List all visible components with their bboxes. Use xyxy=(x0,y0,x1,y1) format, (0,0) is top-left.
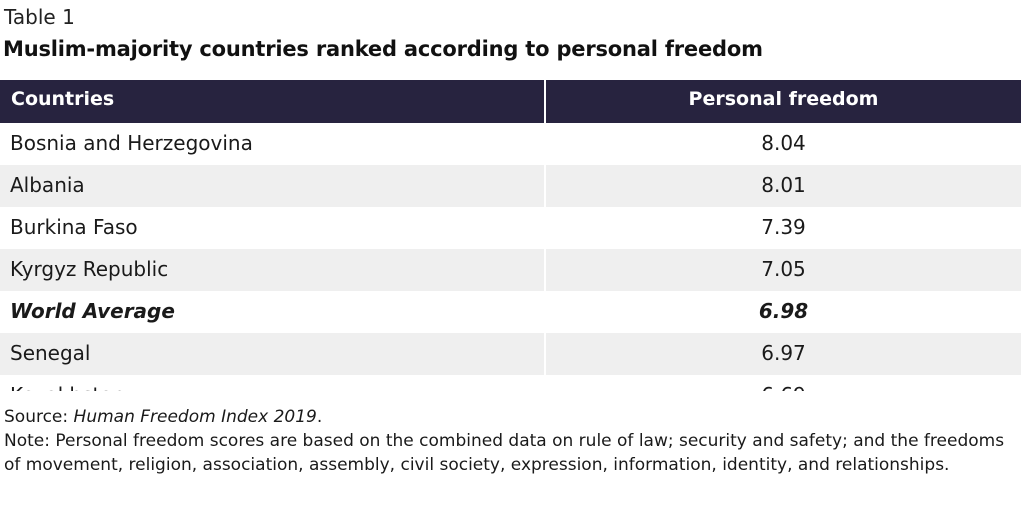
score-cell: 8.01 xyxy=(761,173,806,197)
country-cell: Kazakhstan xyxy=(10,383,125,391)
column-divider xyxy=(544,80,546,123)
country-cell: Senegal xyxy=(10,341,91,365)
source-prefix: Source: xyxy=(4,407,74,427)
column-divider xyxy=(544,291,546,333)
table-row: Kazakhstan 6.69 xyxy=(0,375,1021,391)
column-divider xyxy=(544,165,546,207)
table-row: Bosnia and Herzegovina 8.04 xyxy=(0,123,1021,165)
source-name: Human Freedom Index 2019 xyxy=(73,407,317,427)
country-cell: Albania xyxy=(10,173,85,197)
table-row: Kyrgyz Republic 7.05 xyxy=(0,249,1021,291)
note-text: Note: Personal freedom scores are based … xyxy=(4,431,1005,475)
column-divider xyxy=(544,207,546,249)
country-cell: Burkina Faso xyxy=(10,215,138,239)
score-cell: 8.04 xyxy=(761,131,806,155)
column-header-personal-freedom: Personal freedom xyxy=(688,88,879,110)
table-footnotes: Source: Human Freedom Index 2019. Note: … xyxy=(4,405,1014,477)
column-divider xyxy=(544,249,546,291)
table-row: Albania 8.01 xyxy=(0,165,1021,207)
country-cell: World Average xyxy=(10,299,175,323)
source-suffix: . xyxy=(316,407,323,427)
country-cell: Bosnia and Herzegovina xyxy=(10,131,253,155)
column-divider xyxy=(544,375,546,391)
table-title: Muslim-majority countries ranked accordi… xyxy=(3,37,763,61)
score-cell: 6.98 xyxy=(758,299,809,323)
data-table[interactable]: Countries Personal freedom Bosnia and He… xyxy=(0,80,1021,391)
source-line: Source: Human Freedom Index 2019. xyxy=(4,405,1014,429)
column-divider xyxy=(544,333,546,375)
column-header-countries: Countries xyxy=(11,88,115,110)
table-header: Countries Personal freedom xyxy=(0,80,1021,123)
score-cell: 7.05 xyxy=(761,257,806,281)
table-row-world-average: World Average 6.98 xyxy=(0,291,1021,333)
score-cell: 6.97 xyxy=(761,341,806,365)
column-divider xyxy=(544,123,546,165)
table-row: Senegal 6.97 xyxy=(0,333,1021,375)
table-row: Burkina Faso 7.39 xyxy=(0,207,1021,249)
score-cell: 7.39 xyxy=(761,215,806,239)
score-cell: 6.69 xyxy=(546,383,1021,391)
table-label: Table 1 xyxy=(4,5,75,29)
country-cell: Kyrgyz Republic xyxy=(10,257,169,281)
